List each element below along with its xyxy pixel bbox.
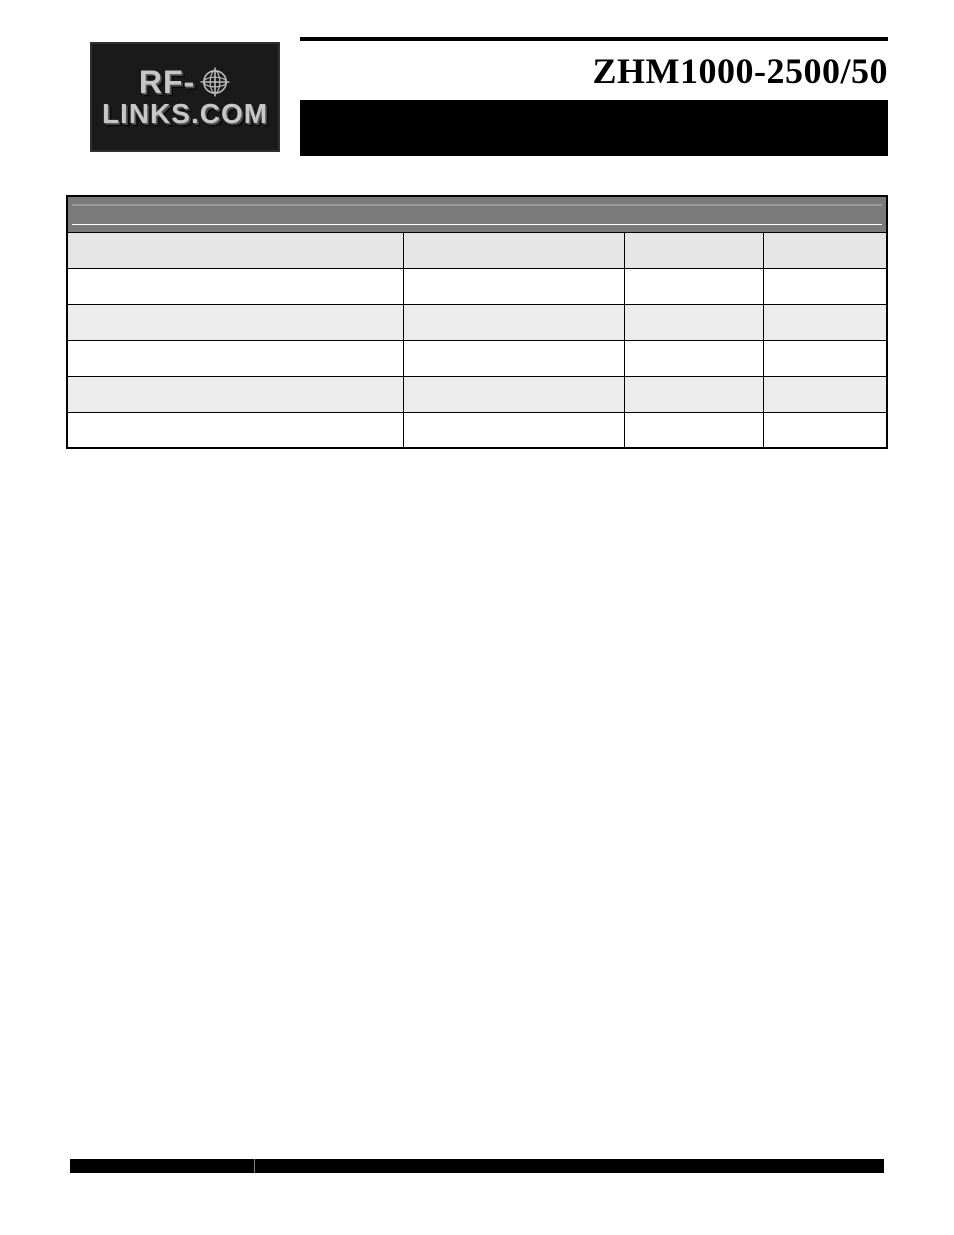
col-header-0: [67, 232, 403, 268]
table-row: [67, 412, 887, 448]
logo-text-links: LINKS.COM: [102, 100, 268, 128]
footer-rule: [70, 1159, 884, 1173]
cell: [764, 376, 887, 412]
table-title-cell: [67, 196, 887, 232]
col-header-2: [625, 232, 764, 268]
spec-table: [66, 195, 888, 449]
logo-line-2: LINKS.COM: [102, 100, 268, 128]
cell: [67, 340, 403, 376]
header-top-rule: [300, 37, 888, 41]
cell: [403, 304, 624, 340]
cell: [625, 412, 764, 448]
cell: [67, 412, 403, 448]
table-row: [67, 268, 887, 304]
cell: [764, 340, 887, 376]
cell: [764, 412, 887, 448]
cell: [403, 340, 624, 376]
page: ZHM1000-2500/50 RF- LINKS.COM: [0, 0, 954, 1235]
cell: [403, 412, 624, 448]
table-title-row: [67, 196, 887, 232]
cell: [403, 268, 624, 304]
cell: [764, 268, 887, 304]
globe-icon: [199, 66, 231, 98]
table-header-row: [67, 232, 887, 268]
cell: [67, 304, 403, 340]
cell: [67, 268, 403, 304]
spec-table-wrap: [66, 195, 888, 449]
col-header-1: [403, 232, 624, 268]
cell: [625, 268, 764, 304]
cell: [67, 376, 403, 412]
cell: [625, 376, 764, 412]
cell: [764, 304, 887, 340]
header-black-banner: [300, 100, 888, 156]
logo: RF- LINKS.COM: [90, 42, 280, 152]
model-number-title: ZHM1000-2500/50: [593, 50, 888, 92]
cell: [625, 340, 764, 376]
cell: [403, 376, 624, 412]
col-header-3: [764, 232, 887, 268]
table-row: [67, 340, 887, 376]
footer-separator: [254, 1159, 255, 1173]
logo-line-1: RF-: [139, 66, 231, 98]
cell: [625, 304, 764, 340]
table-title-inner: [72, 204, 882, 225]
table-row: [67, 304, 887, 340]
table-row: [67, 376, 887, 412]
logo-text-rf: RF-: [139, 66, 195, 98]
